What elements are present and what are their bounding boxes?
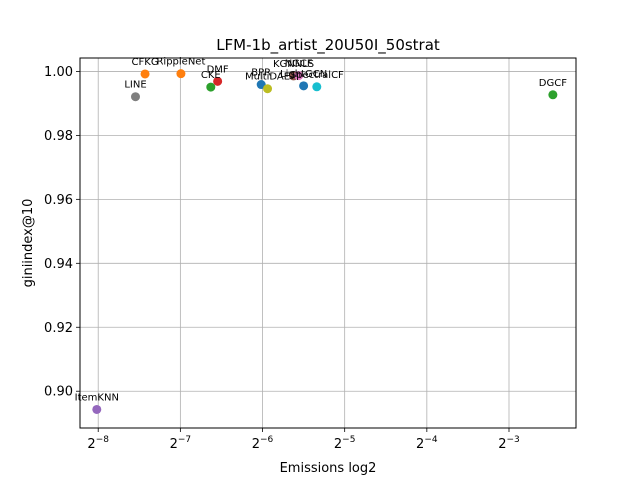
x-tick-label: 2−7 (170, 435, 192, 452)
y-tick-label: 1.00 (44, 65, 73, 80)
chart-title: LFM-1b_artist_20U50I_50strat (216, 36, 440, 55)
x-tick-label: 2−8 (87, 435, 109, 452)
data-point (256, 80, 266, 90)
x-axis-ticks: 2−8 2−7 2−6 2−5 2−4 2−3 (87, 428, 520, 452)
data-point-label: LightGCN (280, 69, 327, 80)
data-point-label: NGCF (285, 59, 313, 70)
data-point-label: SpectralCF (290, 70, 344, 81)
data-point-label: ItemKNN (75, 392, 119, 403)
y-axis-ticks: 0.90 0.92 0.94 0.96 0.98 1.00 (44, 65, 80, 400)
y-axis-label: giniindex@10 (21, 199, 36, 288)
data-point (92, 404, 102, 414)
y-tick-label: 0.98 (44, 129, 73, 144)
data-point (263, 84, 273, 94)
data-point (140, 69, 150, 79)
plot-frame (79, 57, 577, 429)
data-point (213, 76, 223, 86)
y-tick-label: 0.90 (44, 385, 73, 400)
y-tick-label: 0.94 (44, 257, 73, 272)
y-tick-label: 0.92 (44, 321, 73, 336)
data-point-label: CFKG (132, 57, 159, 68)
data-point-label: DMF (207, 64, 229, 75)
grid-lines (80, 58, 576, 428)
data-point (299, 81, 309, 91)
data-point (548, 90, 558, 100)
data-point (130, 92, 140, 102)
data-point-label: DGCF (539, 78, 567, 89)
data-point (312, 82, 322, 92)
x-tick-label: 2−6 (252, 435, 274, 452)
data-point-label: MultiDAE (245, 72, 290, 83)
x-tick-label: 2−3 (498, 435, 520, 452)
data-point (294, 71, 304, 81)
data-point-label: LINE (124, 80, 146, 91)
x-tick-label: 2−5 (334, 435, 356, 452)
data-point-label: CKE (201, 70, 221, 81)
x-axis-label: Emissions log2 (280, 461, 377, 476)
data-point-label: BPR (251, 68, 271, 79)
data-point-label: RippleNet (156, 57, 205, 68)
x-tick-label: 2−4 (416, 435, 438, 452)
data-point-label: KGNNLS (273, 59, 314, 70)
data-point (206, 82, 216, 92)
y-tick-label: 0.96 (44, 193, 73, 208)
data-points (92, 69, 558, 414)
data-point (176, 69, 186, 79)
